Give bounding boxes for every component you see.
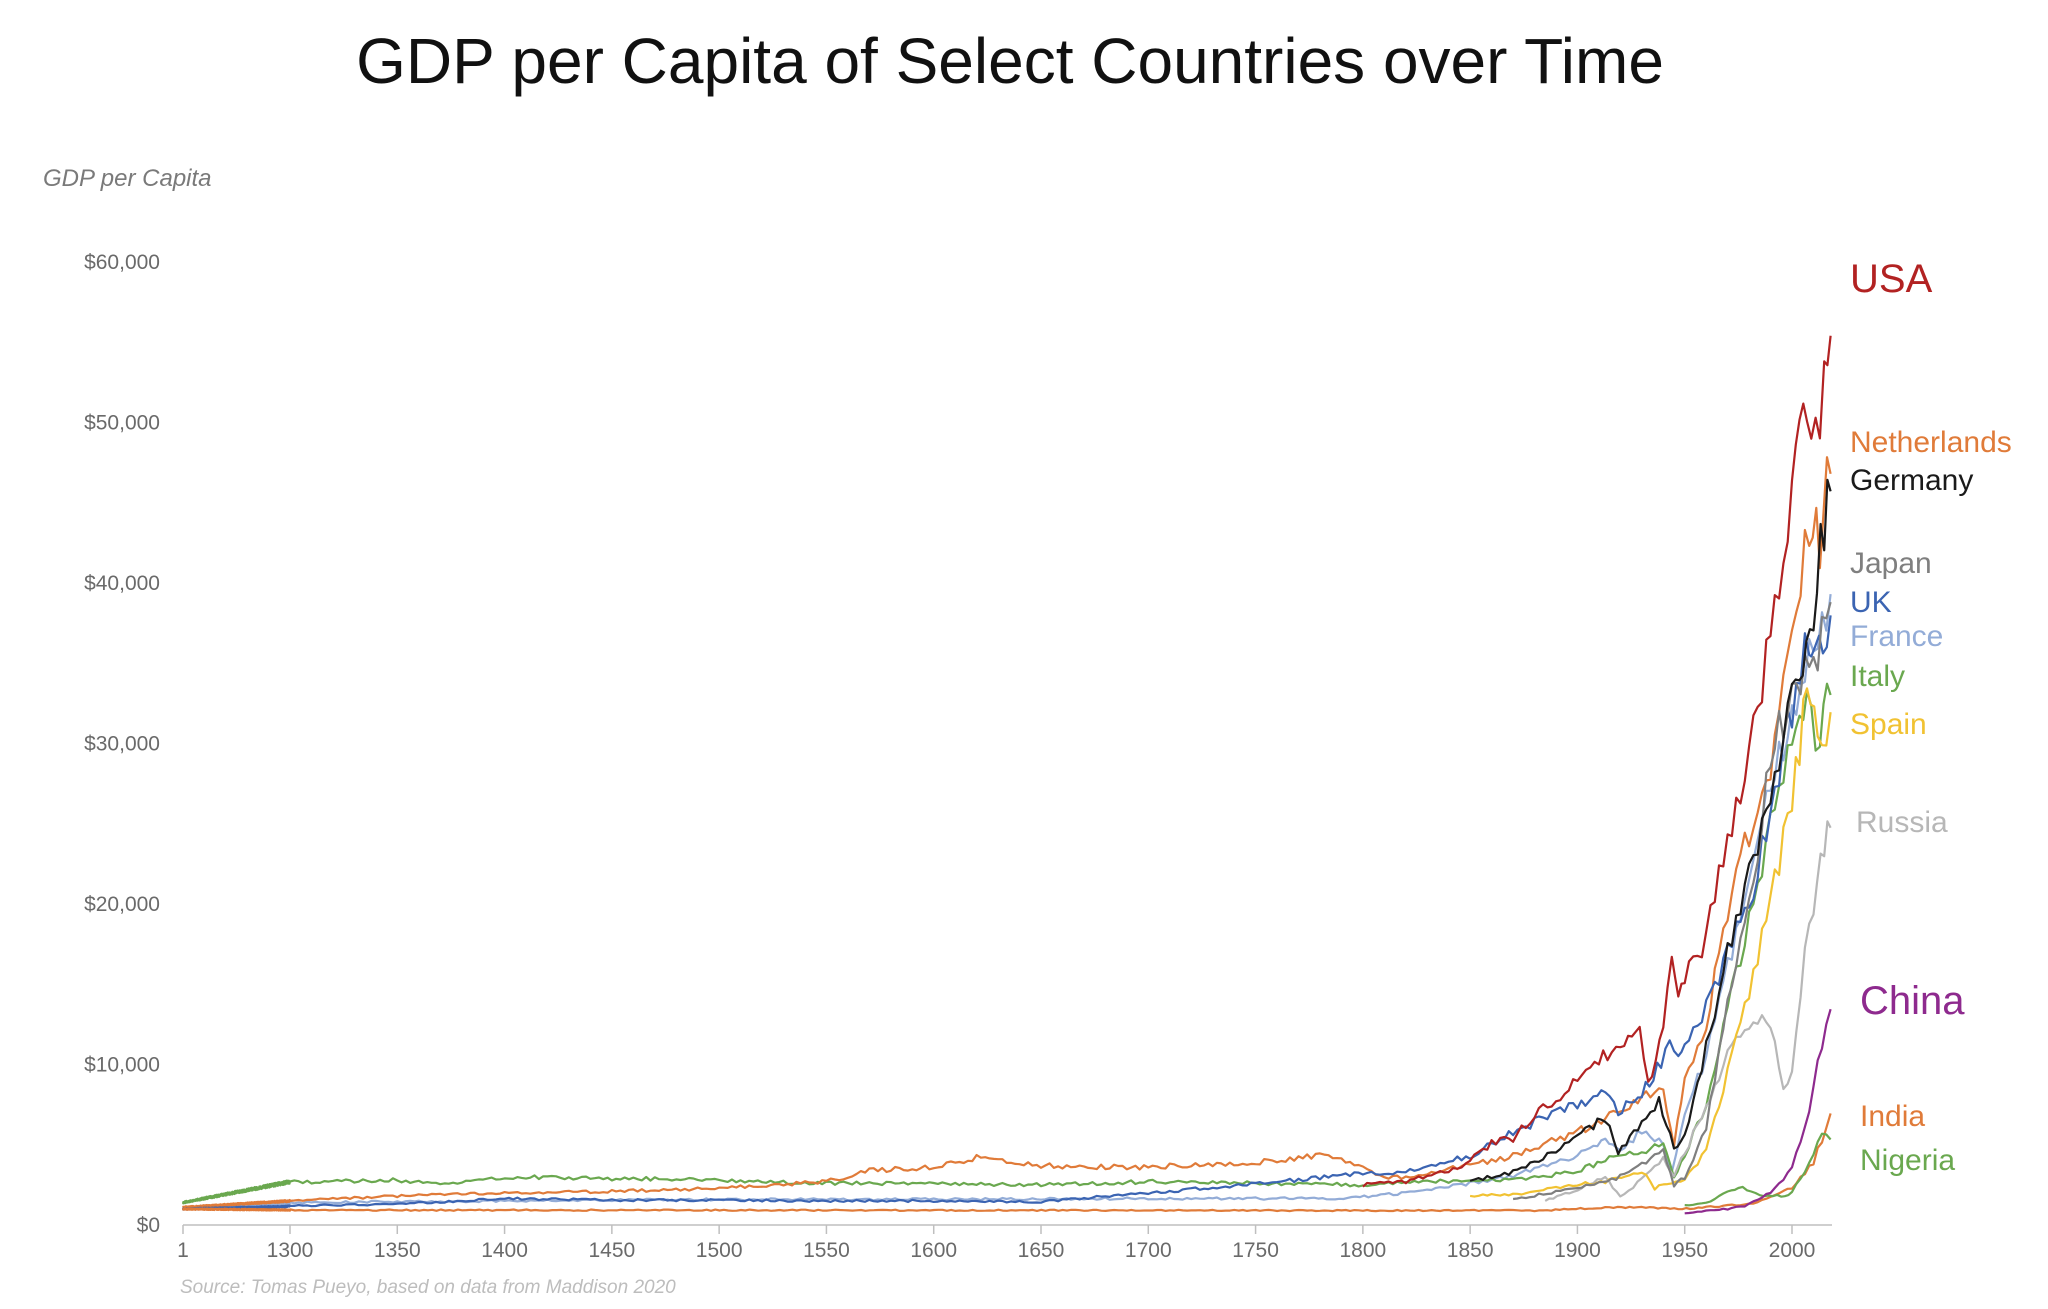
x-tick-label: 2000	[1769, 1239, 1816, 1262]
y-tick-label: $40,000	[84, 572, 160, 595]
series-label-india: India	[1860, 1100, 1925, 1133]
series-label-netherlands: Netherlands	[1850, 426, 2012, 459]
y-tick-label: $50,000	[84, 412, 160, 435]
y-axis-label: GDP per Capita	[43, 165, 212, 192]
x-tick-label: 1400	[481, 1239, 528, 1262]
y-axis-ticks: $0 $10,000 $20,000 $30,000 $40,000 $50,000 $60…	[84, 251, 160, 1237]
series-lines	[181, 335, 1832, 1215]
y-tick-label: $20,000	[84, 893, 160, 916]
series-line-uk	[182, 615, 1832, 1211]
series-label-spain: Spain	[1850, 708, 1927, 741]
series-label-germany: Germany	[1850, 464, 1973, 497]
series-line-italy	[182, 682, 1832, 1205]
series-label-italy: Italy	[1850, 660, 1905, 693]
series-line-germany	[1469, 478, 1832, 1182]
y-tick-label: $60,000	[84, 251, 160, 274]
series-line-india	[181, 1113, 1832, 1213]
x-tick-label: 1350	[374, 1239, 421, 1262]
series-label-uk: UK	[1850, 586, 1892, 619]
series-line-spain	[1469, 687, 1832, 1198]
source-note: Source: Tomas Pueyo, based on data from …	[180, 1277, 676, 1298]
x-tick-label: 1	[177, 1239, 189, 1262]
x-tick-label: 1700	[1125, 1239, 1172, 1262]
series-label-usa: USA	[1850, 257, 1933, 301]
series-label-nigeria: Nigeria	[1860, 1144, 1955, 1177]
series-line-china	[1684, 1008, 1832, 1215]
x-tick-label: 1750	[1232, 1239, 1279, 1262]
x-tick-label: 1800	[1339, 1239, 1386, 1262]
x-tick-label: 1300	[267, 1239, 314, 1262]
chart-title: GDP per Capita of Select Countries over …	[356, 25, 1664, 97]
y-tick-label: $10,000	[84, 1054, 160, 1077]
series-label-france: France	[1850, 620, 1943, 653]
series-line-netherlands	[182, 456, 1832, 1209]
series-label-china: China	[1860, 979, 1965, 1023]
x-tick-label: 1550	[803, 1239, 850, 1262]
y-tick-label: $0	[137, 1214, 160, 1237]
x-tick-label: 1850	[1447, 1239, 1494, 1262]
series-label-russia: Russia	[1856, 806, 1948, 839]
series-line-usa	[1362, 335, 1832, 1188]
x-tick-label: 1950	[1661, 1239, 1708, 1262]
x-tick-label: 1500	[696, 1239, 743, 1262]
x-tick-label: 1650	[1018, 1239, 1065, 1262]
series-line-france	[181, 593, 1832, 1211]
series-line-russia	[1544, 820, 1832, 1202]
series-line-nigeria	[1684, 1132, 1832, 1207]
y-tick-label: $30,000	[84, 733, 160, 756]
x-axis: 1 1300 1350 1400 1450 1500 1550 1600 1650 1700 175…	[177, 1224, 1832, 1262]
x-tick-label: 1900	[1554, 1239, 1601, 1262]
series-line-japan	[1512, 601, 1832, 1201]
x-tick-label: 1450	[588, 1239, 635, 1262]
x-tick-label: 1600	[910, 1239, 957, 1262]
series-label-japan: Japan	[1850, 547, 1932, 580]
